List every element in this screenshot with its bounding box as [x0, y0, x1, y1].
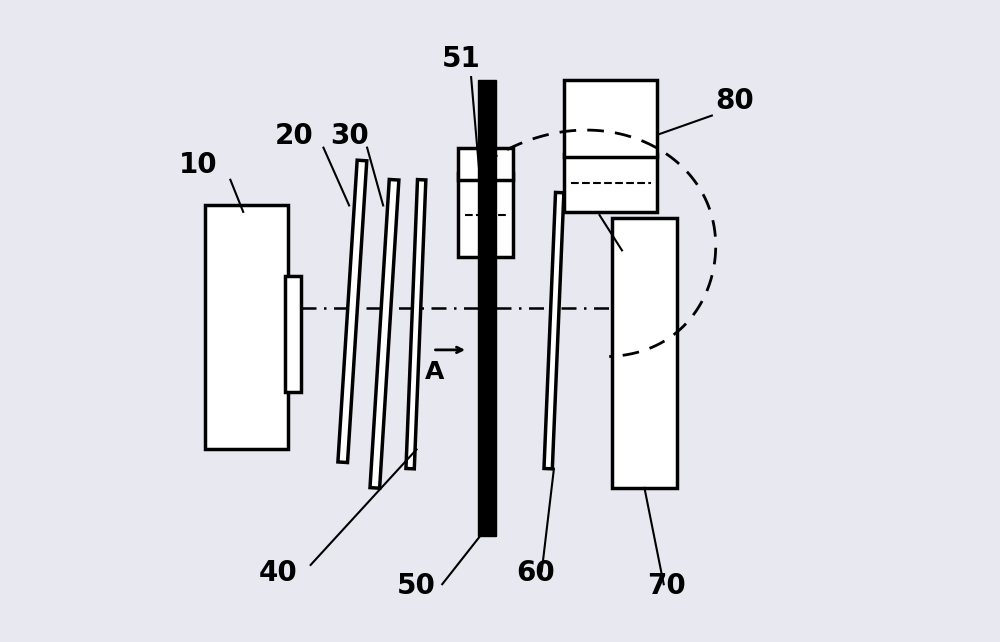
FancyBboxPatch shape	[564, 154, 657, 212]
Polygon shape	[338, 160, 367, 462]
FancyBboxPatch shape	[205, 205, 288, 449]
FancyBboxPatch shape	[458, 148, 513, 180]
Text: 20: 20	[275, 123, 314, 150]
Text: 40: 40	[259, 559, 298, 587]
Text: 50: 50	[397, 572, 436, 600]
Text: 70: 70	[648, 572, 686, 600]
Polygon shape	[370, 180, 399, 488]
Text: 30: 30	[330, 123, 369, 150]
FancyBboxPatch shape	[458, 173, 513, 257]
Text: 51: 51	[442, 46, 481, 73]
FancyBboxPatch shape	[478, 80, 496, 536]
FancyBboxPatch shape	[285, 276, 301, 392]
Text: A: A	[425, 360, 444, 385]
Text: 90: 90	[561, 190, 600, 218]
Text: 80: 80	[715, 87, 754, 115]
FancyBboxPatch shape	[612, 218, 677, 488]
Text: 60: 60	[516, 559, 555, 587]
Polygon shape	[406, 180, 426, 469]
Polygon shape	[544, 193, 564, 469]
Text: 10: 10	[179, 152, 218, 179]
FancyBboxPatch shape	[564, 80, 657, 157]
